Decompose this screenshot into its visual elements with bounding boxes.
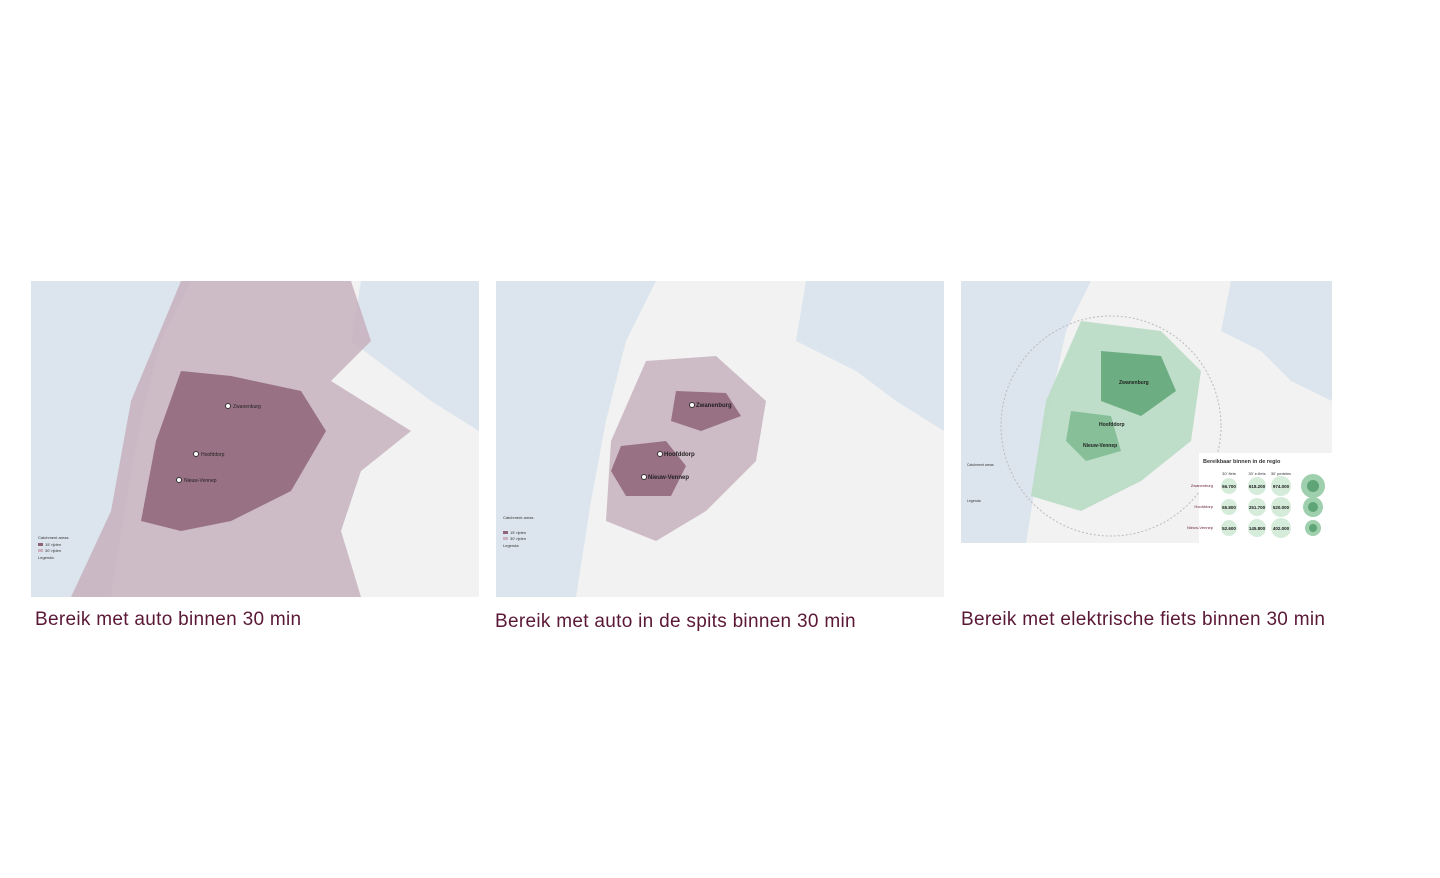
table-cell: 402.000 (1273, 526, 1290, 531)
table-bubble (1248, 477, 1266, 495)
place-label: Nieuw-Vennep (1083, 443, 1117, 449)
place-label: Zwanenburg (1119, 380, 1149, 386)
caption: Bereik met auto in de spits binnen 30 mi… (495, 611, 856, 632)
ring (1308, 502, 1318, 512)
table-row-label: Nieuw-Vennep (1187, 525, 1214, 530)
legend-subtitle: Legenda (38, 555, 54, 560)
place-label: Hoofddorp (1099, 422, 1125, 428)
legend-item: 30' rijden (45, 548, 61, 553)
caption: Bereik met auto binnen 30 min (35, 609, 302, 630)
table-row-label: Zwanenburg (1191, 483, 1213, 488)
table-bubble (1221, 499, 1237, 515)
table-bubble (1271, 518, 1291, 538)
table-bubble (1221, 520, 1237, 536)
table-header: 30' fiets (1222, 471, 1236, 476)
table-title: Bereikbaar binnen in de regio (1203, 459, 1281, 465)
caption: Bereik met elektrische fiets binnen 30 m… (961, 609, 1326, 630)
place-label: Zwanenburg (233, 404, 261, 410)
place-label: Zwanenburg (696, 403, 732, 409)
legend-title: Catchment areas (503, 515, 533, 520)
legend-title: Catchment areas (967, 463, 994, 467)
ring (1309, 524, 1317, 532)
place-label: Hoofddorp (201, 452, 225, 458)
table-cell: 251.700 (1249, 505, 1266, 510)
legend-item: 15' rijden (45, 542, 61, 547)
map-car-peak: Zwanenburg Hoofddorp Nieuw-Vennep Catchm… (496, 281, 944, 597)
legend-subtitle: Legenda (503, 543, 519, 548)
place-label: Nieuw-Vennep (184, 478, 217, 484)
table-cell: 145.800 (1249, 526, 1266, 531)
table-bubble (1271, 497, 1291, 517)
table-row-label: Hoofddorp (1194, 504, 1213, 509)
table-cell: 52.600 (1222, 526, 1236, 531)
legend-subtitle: Legenda (967, 499, 981, 503)
place-label: Nieuw-Vennep (648, 475, 689, 481)
legend-title: Catchment areas (38, 535, 68, 540)
stats-table: 30' fiets 30' e-fiets 30' pedelec Zwanenbur… (1187, 471, 1325, 538)
table-bubble (1248, 498, 1266, 516)
table-cell: 520.000 (1273, 505, 1290, 510)
legend-item: 30' rijden (510, 536, 526, 541)
map-car: Zwanenburg Hoofddorp Nieuw-Vennep Catchm… (31, 281, 479, 597)
legend-item: 15' rijden (510, 530, 526, 535)
table-cell: 618.200 (1249, 484, 1266, 489)
table-cell: 66.700 (1222, 484, 1236, 489)
table-cell: 974.000 (1273, 484, 1290, 489)
table-bubble (1221, 478, 1237, 494)
ring (1307, 480, 1319, 492)
map-ebike: Zwanenburg Hoofddorp Nieuw-Vennep Catchm… (961, 281, 1332, 543)
table-header: 30' pedelec (1271, 471, 1291, 476)
place-label: Hoofddorp (664, 452, 695, 458)
table-bubble (1248, 519, 1266, 537)
table-bubble (1271, 476, 1291, 496)
table-cell: 65.800 (1222, 505, 1236, 510)
table-header: 30' e-fiets (1248, 471, 1265, 476)
